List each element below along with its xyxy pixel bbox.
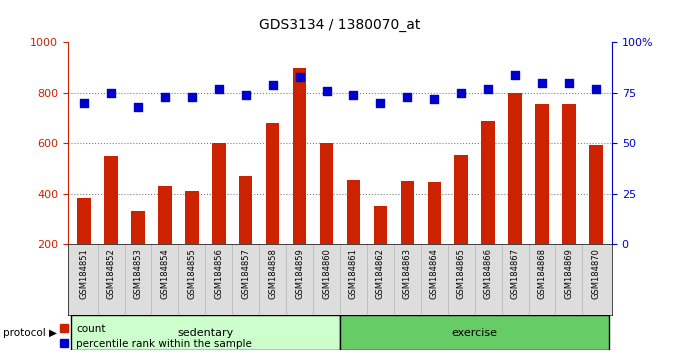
Point: [483, 86, 494, 92]
Legend: count, percentile rank within the sample: count, percentile rank within the sample: [60, 324, 252, 349]
Bar: [374, 206, 387, 244]
Point: [214, 86, 224, 92]
Text: sedentary: sedentary: [177, 328, 233, 338]
Point: [79, 100, 90, 106]
Point: [456, 90, 466, 96]
Text: exercise: exercise: [452, 328, 498, 338]
Text: GSM184868: GSM184868: [537, 248, 547, 299]
Bar: [266, 123, 279, 244]
Point: [375, 100, 386, 106]
Point: [105, 90, 116, 96]
Text: GSM184866: GSM184866: [483, 248, 492, 299]
Text: GSM184851: GSM184851: [80, 248, 88, 298]
Point: [186, 94, 197, 100]
Text: GSM184861: GSM184861: [349, 248, 358, 299]
Point: [590, 86, 601, 92]
Text: GSM184863: GSM184863: [403, 248, 412, 299]
Text: GSM184860: GSM184860: [322, 248, 331, 299]
Bar: [401, 181, 414, 244]
Bar: [104, 156, 118, 244]
Text: GSM184869: GSM184869: [564, 248, 573, 299]
Bar: [212, 143, 226, 244]
Text: GSM184870: GSM184870: [592, 248, 600, 299]
Bar: [158, 186, 171, 244]
Text: GSM184858: GSM184858: [268, 248, 277, 299]
Point: [509, 72, 520, 78]
Text: GSM184853: GSM184853: [133, 248, 143, 299]
Point: [240, 92, 251, 98]
Bar: [78, 198, 91, 244]
Bar: [131, 211, 145, 244]
Point: [267, 82, 278, 88]
Point: [402, 94, 413, 100]
Point: [564, 80, 575, 86]
Bar: [454, 155, 468, 244]
Text: GSM184864: GSM184864: [430, 248, 439, 299]
Text: GDS3134 / 1380070_at: GDS3134 / 1380070_at: [259, 18, 421, 32]
Bar: [239, 176, 252, 244]
Point: [294, 74, 305, 80]
Bar: [589, 145, 602, 244]
Bar: [535, 104, 549, 244]
Point: [133, 104, 143, 110]
Bar: [562, 104, 576, 244]
Text: GSM184854: GSM184854: [160, 248, 169, 298]
Text: GSM184855: GSM184855: [188, 248, 197, 298]
Text: GSM184867: GSM184867: [511, 248, 520, 299]
Text: GSM184856: GSM184856: [214, 248, 223, 299]
Bar: [185, 191, 199, 244]
Bar: [340, 315, 609, 350]
Point: [537, 80, 547, 86]
Text: GSM184857: GSM184857: [241, 248, 250, 299]
Bar: [71, 315, 340, 350]
Text: protocol ▶: protocol ▶: [3, 328, 57, 338]
Bar: [481, 121, 495, 244]
Text: GSM184865: GSM184865: [457, 248, 466, 299]
Bar: [320, 143, 333, 244]
Bar: [293, 68, 306, 244]
Point: [429, 96, 440, 102]
Bar: [509, 93, 522, 244]
Point: [348, 92, 359, 98]
Point: [321, 88, 332, 94]
Bar: [347, 180, 360, 244]
Point: [160, 94, 171, 100]
Text: GSM184862: GSM184862: [376, 248, 385, 299]
Bar: [428, 182, 441, 244]
Text: GSM184852: GSM184852: [107, 248, 116, 298]
Text: GSM184859: GSM184859: [295, 248, 304, 298]
